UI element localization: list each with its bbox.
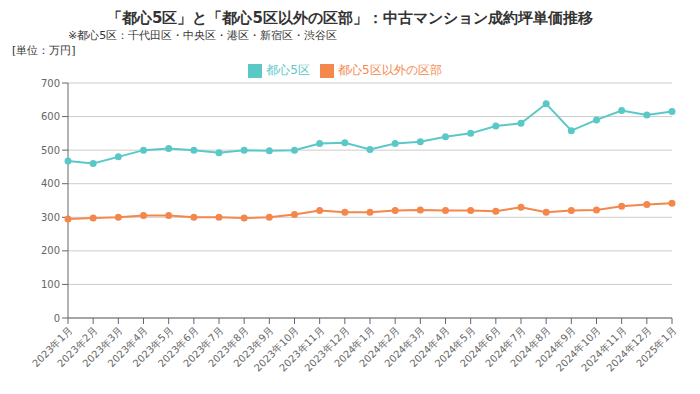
html-text:「都心5区」と「都心5区以外の区部」：中古マンション成約坪単: 「都心5区」と「都心5区以外の区部」：中古マンション成約坪単価推移 <box>107 9 593 27</box>
svg-text:0: 0 <box>54 313 60 324</box>
html-text:都心5区: 都心5区 <box>266 63 310 77</box>
html-text:[単位：万円]: [単位：万円] <box>12 44 76 57</box>
svg-text:2024年8月: 2024年8月 <box>508 324 553 370</box>
svg-text:2023年9月: 2023年9月 <box>231 324 276 370</box>
svg-text:300: 300 <box>41 212 60 223</box>
svg-text:2024年12月: 2024年12月 <box>604 324 654 374</box>
html-text:※都心5区：千代田区・中央区・港区・新宿区・渋谷区: ※都心5区：千代田区・中央区・港区・新宿区・渋谷区 <box>68 29 338 42</box>
svg-text:400: 400 <box>41 178 60 189</box>
svg-text:2024年11月: 2024年11月 <box>579 324 629 374</box>
svg-text:100: 100 <box>41 279 60 290</box>
svg-text:200: 200 <box>41 245 60 256</box>
svg-text:2023年8月: 2023年8月 <box>206 324 251 370</box>
svg-text:600: 600 <box>41 111 60 122</box>
svg-text:2023年4月: 2023年4月 <box>105 324 150 370</box>
svg-text:2024年2月: 2024年2月 <box>357 324 402 370</box>
svg-text:2024年6月: 2024年6月 <box>457 324 503 370</box>
svg-text:500: 500 <box>41 145 60 156</box>
svg-text:700: 700 <box>41 78 60 89</box>
svg-text:2023年3月: 2023年3月 <box>80 324 125 370</box>
svg-text:2024年5月: 2024年5月 <box>432 324 478 370</box>
svg-text:2023年10月: 2023年10月 <box>252 324 301 374</box>
svg-text:2023年12月: 2023年12月 <box>302 324 352 374</box>
svg-text:2023年5月: 2023年5月 <box>130 324 176 370</box>
svg-text:2023年1月: 2023年1月 <box>30 324 75 370</box>
svg-text:2023年11月: 2023年11月 <box>277 324 327 374</box>
svg-text:2023年7月: 2023年7月 <box>181 324 226 370</box>
svg-text:2024年7月: 2024年7月 <box>483 324 528 370</box>
svg-text:2025年1月: 2025年1月 <box>634 325 678 369</box>
svg-text:2023年6月: 2023年6月 <box>155 324 201 370</box>
svg-text:2024年9月: 2024年9月 <box>533 324 578 370</box>
svg-text:2024年1月: 2024年1月 <box>332 324 377 370</box>
svg-text:2024年10月: 2024年10月 <box>554 324 603 374</box>
svg-text:2024年4月: 2024年4月 <box>407 324 452 370</box>
svg-text:2024年3月: 2024年3月 <box>382 324 427 370</box>
html-text:都心5区以外の区部: 都心5区以外の区部 <box>338 63 442 77</box>
svg-text:2023年2月: 2023年2月 <box>55 324 100 370</box>
